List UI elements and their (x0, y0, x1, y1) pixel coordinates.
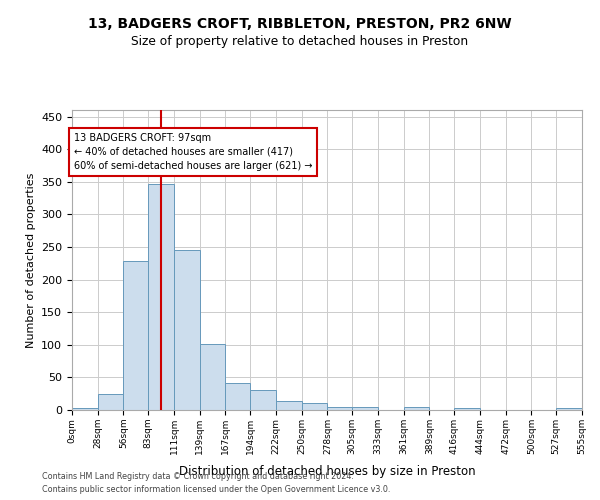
Text: Size of property relative to detached houses in Preston: Size of property relative to detached ho… (131, 35, 469, 48)
X-axis label: Distribution of detached houses by size in Preston: Distribution of detached houses by size … (179, 465, 475, 478)
Bar (98, 394, 124, 410)
Bar (328, 406, 352, 410)
Bar (302, 404, 328, 410)
Text: 13, BADGERS CROFT, RIBBLETON, PRESTON, PR2 6NW: 13, BADGERS CROFT, RIBBLETON, PRESTON, P… (88, 18, 512, 32)
Bar (72, 408, 98, 410)
Y-axis label: Number of detached properties: Number of detached properties (26, 172, 35, 348)
Bar (200, 344, 226, 410)
Bar (124, 262, 148, 410)
Text: 13 BADGERS CROFT: 97sqm
← 40% of detached houses are smaller (417)
60% of semi-d: 13 BADGERS CROFT: 97sqm ← 40% of detache… (74, 133, 313, 171)
Text: Contains public sector information licensed under the Open Government Licence v3: Contains public sector information licen… (42, 485, 391, 494)
Bar (352, 406, 378, 410)
Bar (226, 384, 250, 410)
Bar (454, 408, 480, 410)
Text: Contains HM Land Registry data © Crown copyright and database right 2024.: Contains HM Land Registry data © Crown c… (42, 472, 354, 481)
Bar (148, 184, 174, 410)
Bar (250, 390, 276, 410)
Bar (556, 408, 582, 410)
Bar (174, 250, 200, 410)
Bar (276, 401, 302, 410)
Bar (404, 408, 430, 410)
